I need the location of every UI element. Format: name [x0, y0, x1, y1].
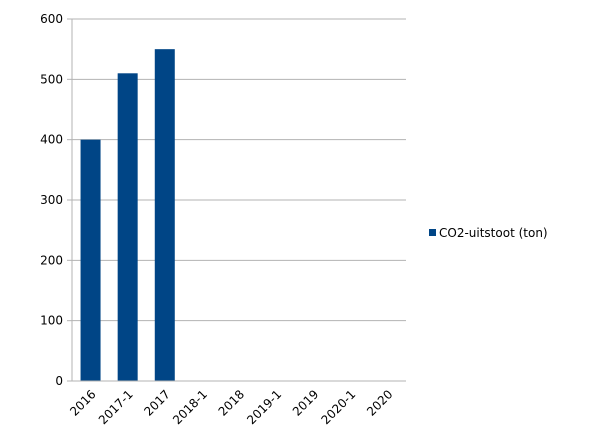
x-tick-label: 2018	[216, 387, 247, 418]
legend: CO2-uitstoot (ton)	[429, 226, 548, 240]
x-tick-label: 2017	[141, 387, 172, 418]
y-tick-label: 600	[40, 12, 63, 26]
x-tick-label: 2018-1	[170, 387, 210, 427]
x-tick-label: 2017-1	[96, 387, 136, 427]
x-tick-label: 2016	[67, 387, 98, 418]
bars	[80, 49, 175, 382]
x-tick-label: 2019	[290, 387, 321, 418]
y-tick-label: 400	[40, 133, 63, 147]
legend-swatch	[429, 229, 436, 236]
legend-label: CO2-uitstoot (ton)	[439, 226, 548, 240]
y-axis-ticks: 0 100 200 300 400 500 600	[40, 12, 72, 388]
bar-2016	[80, 139, 101, 381]
x-tick-label: 2020-1	[318, 387, 358, 427]
y-tick-label: 0	[55, 374, 63, 388]
x-tick-label: 2020	[364, 387, 395, 418]
y-tick-label: 300	[40, 193, 63, 207]
x-tick-label: 2019-1	[244, 387, 284, 427]
y-tick-label: 200	[40, 253, 63, 267]
y-tick-label: 100	[40, 314, 63, 328]
y-tick-label: 500	[40, 72, 63, 86]
bar-2017	[154, 49, 175, 382]
bar-2017-1	[117, 73, 138, 382]
